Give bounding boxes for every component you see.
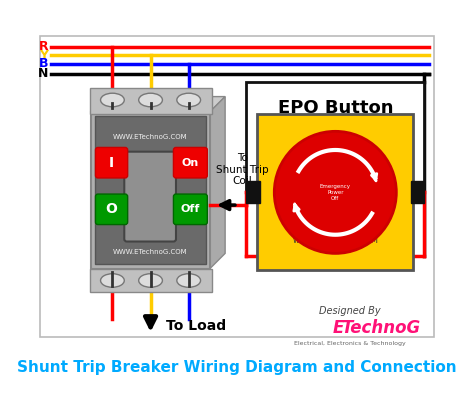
Text: www.ETechnoG.COM: www.ETechnoG.COM [292, 236, 378, 245]
Polygon shape [91, 97, 225, 112]
FancyBboxPatch shape [95, 194, 128, 224]
Ellipse shape [177, 93, 201, 107]
Text: R: R [38, 40, 48, 53]
Text: WWW.ETechnoG.COM: WWW.ETechnoG.COM [113, 134, 188, 140]
Text: On: On [182, 158, 199, 168]
Ellipse shape [139, 93, 163, 107]
FancyBboxPatch shape [173, 194, 207, 224]
Ellipse shape [100, 274, 124, 287]
FancyBboxPatch shape [90, 88, 211, 113]
FancyBboxPatch shape [124, 152, 176, 242]
FancyBboxPatch shape [40, 36, 434, 337]
FancyBboxPatch shape [90, 269, 211, 292]
Text: Shunt Trip Breaker Wiring Diagram and Connection: Shunt Trip Breaker Wiring Diagram and Co… [17, 360, 457, 375]
FancyBboxPatch shape [95, 148, 128, 178]
Text: N: N [37, 67, 48, 80]
Text: Off: Off [181, 204, 200, 214]
Ellipse shape [139, 274, 163, 287]
Text: To Load: To Load [166, 319, 226, 333]
Polygon shape [210, 97, 225, 269]
Text: Y: Y [39, 48, 48, 62]
FancyBboxPatch shape [173, 148, 207, 178]
Text: Designed By: Designed By [319, 306, 381, 316]
Text: Emergency
Power
Off: Emergency Power Off [320, 184, 351, 201]
FancyBboxPatch shape [91, 112, 210, 269]
Text: WWW.ETechnoG.COM: WWW.ETechnoG.COM [113, 249, 188, 255]
Text: TechnoG: TechnoG [341, 319, 420, 337]
FancyBboxPatch shape [246, 82, 424, 256]
FancyBboxPatch shape [257, 114, 413, 270]
Text: EPO Button: EPO Button [278, 99, 393, 117]
Circle shape [274, 132, 396, 254]
FancyBboxPatch shape [246, 181, 260, 203]
FancyBboxPatch shape [95, 116, 206, 264]
Text: To
Shunt Trip
Coil: To Shunt Trip Coil [216, 153, 268, 187]
Text: O: O [106, 202, 118, 216]
Ellipse shape [177, 274, 201, 287]
Text: I: I [109, 156, 114, 170]
Text: E: E [333, 319, 344, 337]
Text: Electrical, Electronics & Technology: Electrical, Electronics & Technology [294, 341, 406, 346]
Ellipse shape [100, 93, 124, 107]
Text: B: B [38, 57, 48, 70]
FancyBboxPatch shape [411, 181, 424, 203]
